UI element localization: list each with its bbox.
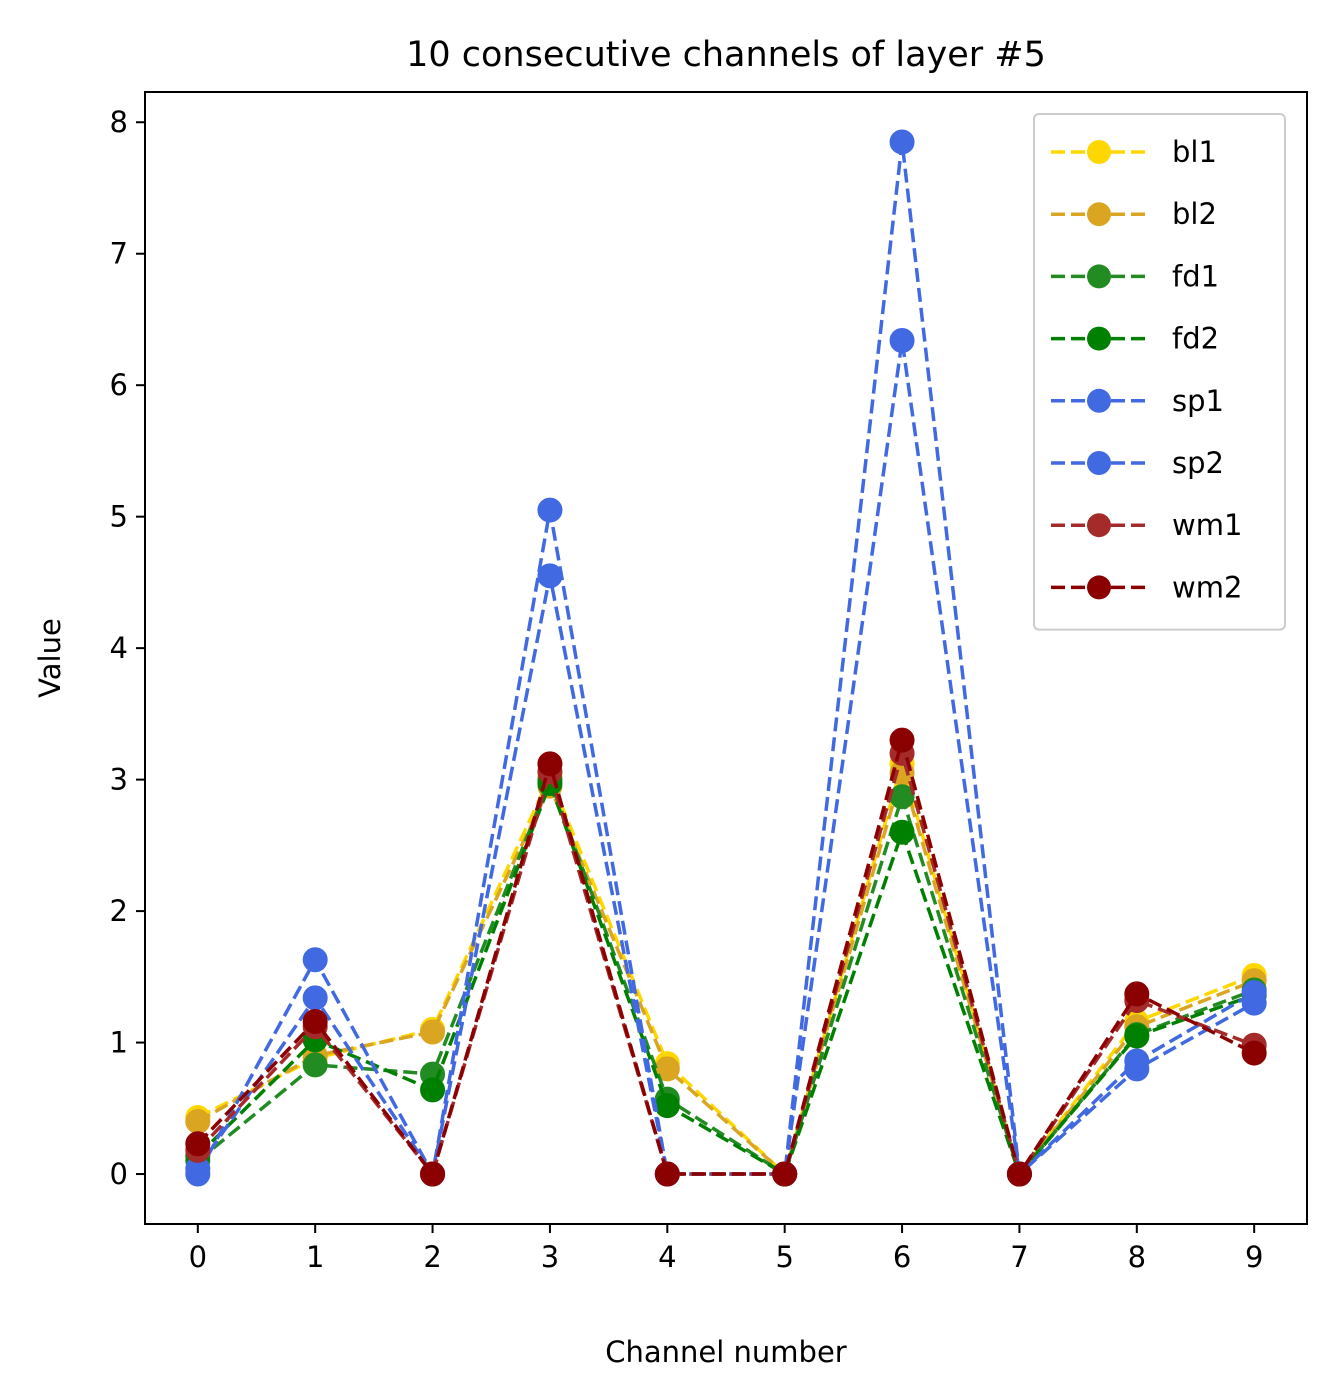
- x-tick-label: 2: [423, 1240, 441, 1274]
- plot-frame: [144, 91, 1308, 1225]
- legend-label: wm1: [1172, 508, 1242, 542]
- legend-marker: [1087, 513, 1111, 538]
- series-line-bl2: [196, 771, 1255, 1176]
- legend-item-wm1: wm1: [1051, 508, 1242, 542]
- data-point-fd2: [654, 1093, 680, 1119]
- data-point-wm2: [1124, 981, 1150, 1007]
- data-point-fd1: [302, 1052, 328, 1078]
- y-tick-label: 5: [110, 500, 128, 534]
- legend-marker: [1087, 388, 1111, 413]
- data-point-wm2: [1006, 1161, 1032, 1187]
- y-tick-label: 1: [110, 1026, 128, 1060]
- y-tick-label: 2: [110, 894, 128, 928]
- y-tick-label: 3: [110, 763, 128, 797]
- x-tick-label: 7: [1010, 1240, 1028, 1274]
- data-point-fd2: [889, 819, 915, 845]
- legend-marker: [1087, 451, 1111, 475]
- legend-label: sp2: [1172, 446, 1224, 480]
- data-point-wm2: [185, 1131, 211, 1157]
- y-tick-label: 7: [110, 237, 128, 271]
- series-line-sp2: [196, 338, 1256, 1176]
- data-point-fd2: [420, 1077, 446, 1103]
- data-point-sp1: [302, 947, 328, 973]
- x-tick-label: 8: [1128, 1240, 1146, 1274]
- legend-item-sp1: sp1: [1051, 384, 1224, 418]
- series-wm2: [185, 727, 1267, 1187]
- data-point-fd2: [1124, 1023, 1150, 1049]
- data-point-sp1: [537, 497, 563, 523]
- y-axis: 0 1 2 3 4 5 6 7 8: [110, 105, 145, 1191]
- data-point-sp2: [1124, 1048, 1150, 1074]
- y-tick-label: 6: [110, 368, 128, 402]
- legend-marker: [1087, 140, 1111, 164]
- series-line-wm2: [196, 738, 1255, 1176]
- x-axis-title: Channel number: [605, 1335, 847, 1369]
- legend-item-fd1: fd1: [1051, 259, 1219, 293]
- legend-item-bl2: bl2: [1051, 197, 1217, 231]
- data-point-wm2: [889, 727, 915, 753]
- legend-box: [1033, 113, 1286, 631]
- data-point-wm2: [420, 1161, 446, 1187]
- legend-marker: [1087, 575, 1111, 600]
- data-point-bl2: [420, 1019, 446, 1045]
- x-tick-label: 0: [189, 1240, 207, 1274]
- legend-label: wm2: [1172, 570, 1242, 604]
- x-axis: 0 1 2 3 4 5 6 7 8 9: [189, 1224, 1263, 1274]
- y-axis-title: Value: [33, 618, 67, 698]
- data-point-sp2: [537, 563, 563, 589]
- x-tick-label: 4: [658, 1240, 676, 1274]
- data-point-wm2: [302, 1009, 328, 1035]
- y-tick-label: 0: [110, 1157, 128, 1191]
- data-point-sp2: [889, 327, 915, 353]
- x-tick-label: 1: [306, 1240, 324, 1274]
- data-point-wm2: [772, 1161, 798, 1187]
- data-point-sp2: [302, 985, 328, 1011]
- legend-item-sp2: sp2: [1051, 446, 1224, 480]
- legend-label: sp1: [1172, 384, 1224, 418]
- legend-label: bl1: [1172, 135, 1217, 169]
- data-point-sp1: [889, 129, 915, 155]
- legend-label: bl2: [1172, 197, 1217, 231]
- legend-marker: [1087, 202, 1111, 227]
- series-line-sp1: [196, 140, 1256, 1176]
- x-tick-label: 3: [541, 1240, 559, 1274]
- legend-label: fd2: [1172, 322, 1219, 356]
- legend-item-wm2: wm2: [1051, 570, 1242, 604]
- x-tick-label: 9: [1245, 1240, 1263, 1274]
- legend-item-bl1: bl1: [1051, 135, 1217, 169]
- legend-marker: [1087, 264, 1111, 289]
- data-point-sp2: [1241, 980, 1267, 1006]
- data-point-bl2: [185, 1108, 211, 1134]
- legend-label: fd1: [1172, 259, 1219, 293]
- x-tick-label: 5: [775, 1240, 793, 1274]
- legend-item-fd2: fd2: [1051, 322, 1219, 356]
- x-tick-label: 6: [893, 1240, 911, 1274]
- legend: bl1 bl2 fd1 fd2 sp1 sp2 wm1 wm2: [1033, 113, 1286, 631]
- chart-title: 10 consecutive channels of layer #5: [406, 35, 1046, 75]
- legend-marker: [1087, 326, 1111, 351]
- data-point-wm2: [537, 751, 563, 777]
- series-layer: [185, 129, 1267, 1187]
- data-point-wm2: [654, 1161, 680, 1187]
- y-tick-label: 8: [110, 105, 128, 139]
- y-tick-label: 4: [110, 631, 128, 665]
- data-point-wm2: [1241, 1040, 1267, 1066]
